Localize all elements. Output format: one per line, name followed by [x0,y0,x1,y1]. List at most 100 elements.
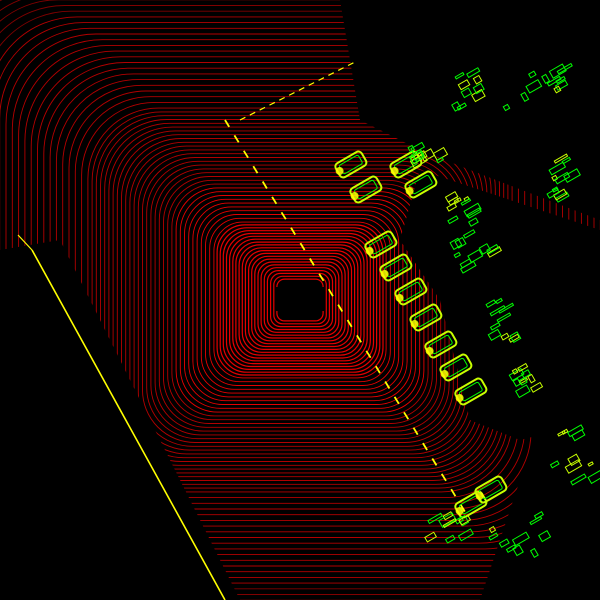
object-return-4-3 [489,305,506,317]
object-return-0-6 [454,71,465,80]
scan-ring-22 [205,214,395,386]
scan-ring-30 [171,183,429,417]
lane-dash-17 [384,381,391,389]
object-return-6-5 [549,460,560,469]
object-return-10-5 [460,197,472,206]
scan-ring-20 [213,221,387,379]
scan-ring-66 [0,16,600,584]
object-return-8-9 [458,514,472,526]
object-return-3-3 [478,243,492,255]
object-return-3-9 [454,236,467,249]
lane-dash-4 [261,181,268,189]
object-return-4-7 [495,297,503,305]
object-return-7-0 [488,525,497,534]
object-return-8-5 [427,512,443,525]
scan-ring-1 [273,275,327,325]
lane-dash-21 [422,442,428,451]
object-return-9-4 [436,156,445,164]
parked-car-12 [474,475,508,504]
occlusion-2 [0,240,240,600]
car-front [350,192,359,200]
scan-ring-65 [0,22,600,578]
object-return-7-4 [488,532,499,541]
car-front [335,167,344,175]
object-return-1-2 [528,70,537,79]
object-return-6-6 [571,429,586,442]
scan-ring-2 [270,272,331,328]
object-return-3-7 [462,229,476,239]
object-return-9-9 [409,150,425,165]
scan-ring-67 [0,10,600,590]
object-return-10-1 [446,202,458,212]
object-return-3-5 [453,251,462,259]
scan-ring-68 [0,5,600,595]
lane-dash-7 [290,227,296,236]
lane-dash-1 [233,134,240,143]
object-return-0-1 [457,79,471,91]
lane-dash-15 [365,350,372,359]
object-return-0-3 [466,67,481,79]
lane-dash-9 [309,258,315,266]
object-return-2-7 [554,171,571,185]
object-return-0-2 [456,102,467,111]
object-return-1-4 [541,73,551,84]
scan-ring-64 [0,27,600,573]
object-return-6-7 [557,429,566,437]
scan-ring-17 [222,230,378,370]
scan-ring-11 [241,247,359,353]
lane-dash-5 [271,196,278,205]
object-return-6-9 [561,428,569,435]
parked-car-5 [439,353,473,382]
object-return-4-6 [509,331,522,343]
object-return-1-7 [546,75,562,87]
scan-ring-21 [209,217,391,383]
ego-vehicle [275,287,325,311]
object-return-5-2 [508,367,525,382]
scan-ring-32 [163,176,437,424]
parked-car-4 [424,330,458,359]
parked-car-9 [349,175,383,204]
object-return-3-1 [486,246,503,258]
scan-ring-6 [257,261,343,339]
object-return-2-3 [555,191,570,203]
object-return-7-2 [505,544,517,553]
object-return-4-5 [489,321,501,331]
object-return-5-4 [515,384,531,399]
object-return-0-9 [472,74,483,85]
object-return-0-8 [472,82,485,95]
parked-car-11 [454,490,488,519]
car-front [395,294,404,302]
parked-car-7 [334,150,368,179]
lane-dash-2 [243,150,249,159]
scan-ring-12 [238,244,362,356]
object-return-5-3 [518,377,529,385]
scan-ring-9 [248,252,353,348]
lane-markings [224,61,466,512]
object-return-2-6 [548,161,567,176]
object-return-4-2 [496,312,512,323]
lane-dash-18 [393,396,400,405]
object-return-6-2 [564,459,583,474]
occlusion-1 [400,170,600,440]
car-front [390,167,399,175]
object-return-7-8 [511,531,530,547]
car-front [380,270,389,278]
object-return-4-1 [498,302,515,314]
occlusion-0 [340,0,600,220]
object-return-5-6 [511,368,519,375]
lane-dash-14 [356,334,362,343]
object-return-1-8 [520,91,530,103]
object-return-5-0 [512,377,522,387]
object-return-7-1 [538,530,552,543]
car-front [405,187,414,195]
scan-ring-3 [266,270,334,331]
car-front [475,492,484,500]
object-return-8-1 [444,534,456,544]
parked-car-2 [394,277,428,306]
object-return-4-0 [485,299,497,308]
object-return-7-9 [529,547,539,558]
scan-ring-31 [167,179,433,421]
